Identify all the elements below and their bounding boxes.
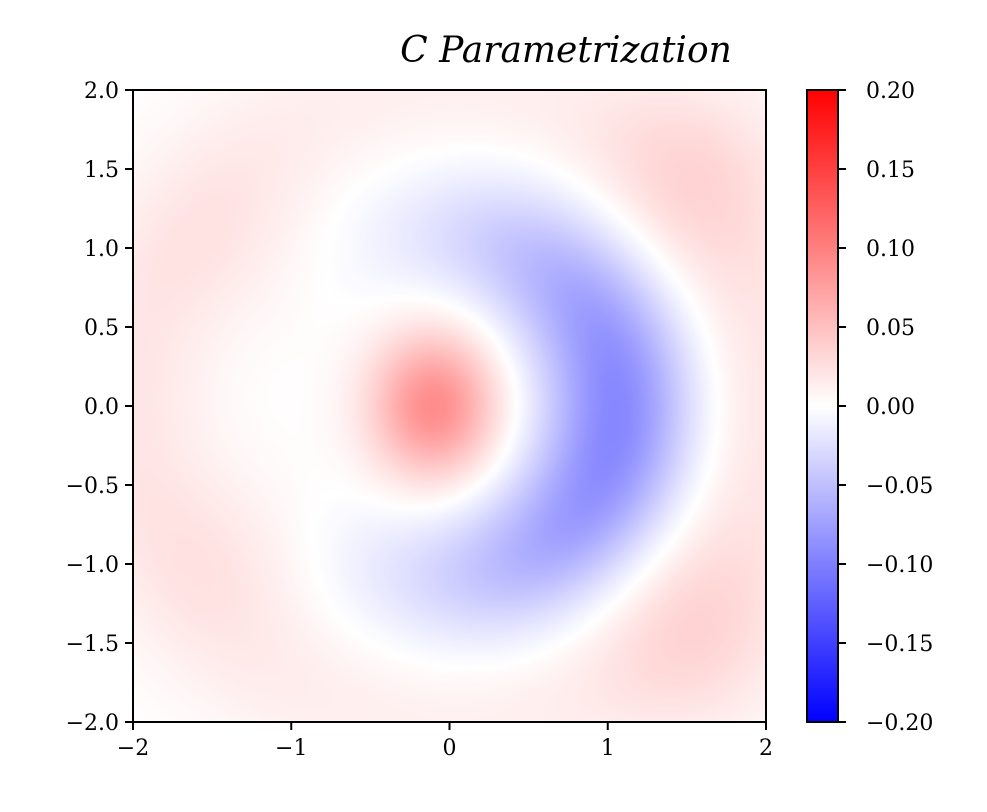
heatmap-plot-area — [132, 89, 767, 723]
x-tick-label: −2 — [117, 736, 149, 761]
colorbar-tick-label: 0.10 — [866, 237, 915, 262]
colorbar-tick-label: 0.15 — [866, 158, 915, 183]
chart-title: C Parametrization — [400, 30, 732, 71]
y-tick-label: −0.5 — [66, 474, 119, 499]
colorbar-ticks: 0.20 0.15 0.10 0.05 0.00 −0.05 −0.10 −0.15 −0.20 — [838, 79, 933, 736]
colorbar: 0.20 0.15 0.10 0.05 0.00 −0.05 −0.10 −0.15 −0.20 — [806, 79, 933, 736]
colorbar-tick-label: 0.00 — [866, 395, 915, 420]
y-tick-label: 0.5 — [84, 316, 119, 341]
y-tick-label: −1.5 — [66, 632, 119, 657]
x-tick-label: 0 — [443, 736, 457, 761]
heatmap-image — [133, 90, 766, 722]
x-tick-label: −1 — [275, 736, 307, 761]
x-tick-label: 2 — [759, 736, 773, 761]
y-tick-label: 2.0 — [84, 79, 119, 104]
y-tick-label: 0.0 — [84, 395, 119, 420]
x-tick-label: 1 — [601, 736, 615, 761]
y-axis: 2.0 1.5 1.0 0.5 0.0 −0.5 −1.0 −1.5 −2.0 — [66, 79, 133, 736]
colorbar-gradient — [807, 90, 838, 722]
colorbar-tick-label: 0.20 — [866, 79, 915, 104]
colorbar-tick-label: −0.15 — [866, 632, 933, 657]
colorbar-tick-label: −0.10 — [866, 553, 933, 578]
y-tick-label: 1.0 — [84, 237, 119, 262]
colorbar-tick-label: −0.20 — [866, 711, 933, 736]
colorbar-tick-label: −0.05 — [866, 474, 933, 499]
y-tick-label: 1.5 — [84, 158, 119, 183]
x-axis: −2 −1 0 1 2 — [117, 722, 773, 761]
colorbar-tick-label: 0.05 — [866, 316, 915, 341]
y-tick-label: −1.0 — [66, 553, 119, 578]
y-tick-label: −2.0 — [66, 711, 119, 736]
